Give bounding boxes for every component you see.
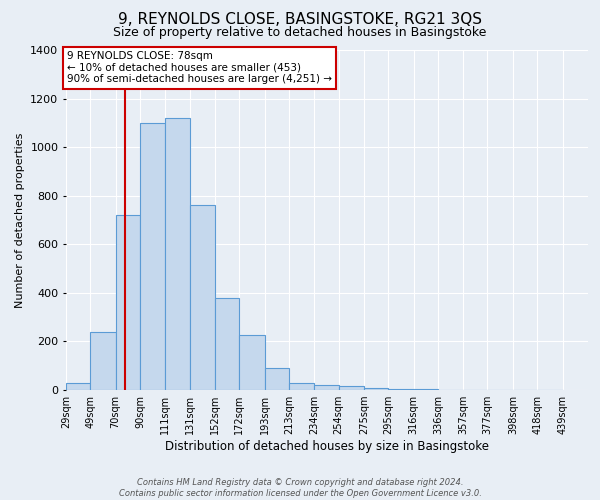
Bar: [166, 118, 190, 390]
Bar: [338, 386, 364, 390]
Bar: [90, 332, 116, 390]
Bar: [239, 336, 265, 390]
Bar: [289, 382, 314, 390]
Bar: [116, 215, 140, 390]
Bar: [364, 388, 388, 390]
Bar: [66, 382, 90, 390]
Text: Contains HM Land Registry data © Crown copyright and database right 2024.
Contai: Contains HM Land Registry data © Crown c…: [119, 478, 481, 498]
X-axis label: Distribution of detached houses by size in Basingstoke: Distribution of detached houses by size …: [165, 440, 489, 453]
Bar: [314, 385, 338, 390]
Bar: [215, 298, 239, 390]
Text: Size of property relative to detached houses in Basingstoke: Size of property relative to detached ho…: [113, 26, 487, 39]
Bar: [388, 389, 413, 390]
Bar: [190, 206, 215, 390]
Text: 9, REYNOLDS CLOSE, BASINGSTOKE, RG21 3QS: 9, REYNOLDS CLOSE, BASINGSTOKE, RG21 3QS: [118, 12, 482, 28]
Y-axis label: Number of detached properties: Number of detached properties: [14, 132, 25, 308]
Bar: [265, 368, 289, 390]
Bar: [140, 123, 166, 390]
Text: 9 REYNOLDS CLOSE: 78sqm
← 10% of detached houses are smaller (453)
90% of semi-d: 9 REYNOLDS CLOSE: 78sqm ← 10% of detache…: [67, 51, 332, 84]
